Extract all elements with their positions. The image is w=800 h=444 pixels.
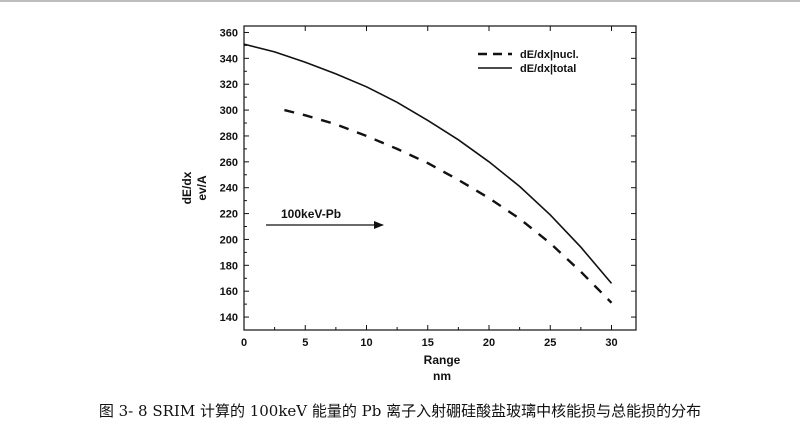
y-axis-unit: ev/A [195, 175, 209, 201]
chart: Range nm dE/dx ev/A 0 5 10 15 20 25 30 140 160 180 20… [180, 25, 637, 383]
annotation-label: 100keV-Pb [281, 207, 341, 221]
y-axis-title: dE/dx [180, 171, 194, 204]
y-tick-label: 280 [220, 131, 238, 143]
y-tick-label: 160 [220, 286, 238, 298]
x-tick-label: 15 [422, 337, 434, 349]
y-tick-label: 180 [220, 260, 238, 272]
x-tick-label: 5 [302, 337, 308, 349]
y-tick-label: 340 [220, 53, 238, 65]
y-tick-label: 360 [220, 27, 238, 39]
legend: dE/dx|nucl. dE/dx|total [478, 49, 579, 75]
y-tick-label: 260 [220, 157, 238, 169]
y-tick-label: 300 [220, 105, 238, 117]
x-axis-title: Range [424, 353, 461, 367]
x-tick-label: 25 [544, 337, 556, 349]
x-tick-label: 20 [483, 337, 495, 349]
ticks: 0 5 10 15 20 25 30 140 160 180 200 220 240 260 280 300 3… [220, 26, 636, 349]
x-tick-label: 0 [241, 337, 247, 349]
x-axis-unit: nm [433, 369, 451, 383]
y-tick-label: 240 [220, 183, 238, 195]
annotation: 100keV-Pb [266, 207, 384, 229]
legend-label: dE/dx|total [520, 63, 576, 75]
y-tick-label: 140 [220, 312, 238, 324]
y-tick-label: 200 [220, 234, 238, 246]
top-rule [0, 0, 800, 2]
y-tick-label: 220 [220, 209, 238, 221]
axes: Range nm dE/dx ev/A [180, 25, 637, 383]
series-line-total [243, 43, 613, 284]
y-tick-label: 320 [220, 79, 238, 91]
x-tick-label: 30 [605, 337, 617, 349]
x-tick-label: 10 [360, 337, 372, 349]
series-layer [243, 43, 613, 304]
plot-frame [243, 25, 637, 331]
series-line-nucl [284, 108, 613, 304]
annotation-arrow-head [374, 221, 384, 229]
legend-label: dE/dx|nucl. [520, 49, 579, 61]
figure-caption: 图 3- 8 SRIM 计算的 100keV 能量的 Pb 离子入射硼硅酸盐玻璃… [98, 402, 702, 420]
